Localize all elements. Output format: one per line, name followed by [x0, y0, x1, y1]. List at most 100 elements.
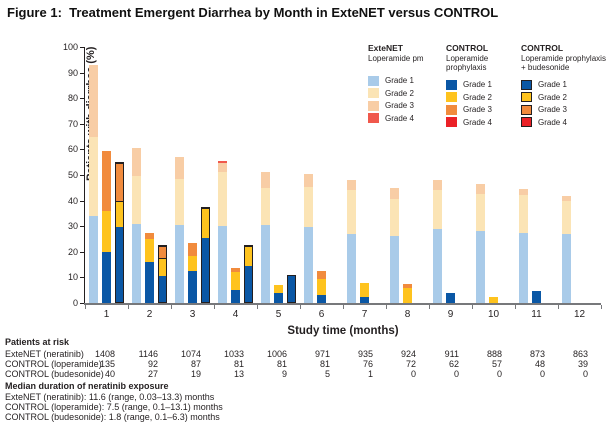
- legend-item-label: Grade 4: [463, 117, 492, 127]
- segment-grade-3: [159, 246, 166, 259]
- at-risk-value: 924: [400, 349, 416, 359]
- segment-grade-2: [562, 200, 571, 234]
- segment-grade-3: [89, 64, 98, 137]
- x-tick-mark: [85, 305, 86, 309]
- y-tick-label: 90: [67, 67, 78, 78]
- legend-series-name: ExteNET: [368, 43, 403, 53]
- legend-item-grade-2: Grade 2: [521, 91, 611, 104]
- bar-extenet-month-4: [218, 160, 227, 303]
- y-tick-mark: [80, 277, 84, 279]
- segment-grade-1: [360, 296, 369, 303]
- legend-item-label: Grade 2: [463, 92, 492, 102]
- segment-grade-2: [433, 190, 442, 229]
- bar-extenet-month-7: [347, 180, 356, 303]
- bar-extenet-month-5: [261, 172, 270, 303]
- x-tick-mark: [128, 305, 129, 309]
- x-tick-label: 3: [189, 309, 196, 320]
- bar-extenet-month-8: [390, 187, 399, 303]
- segment-grade-1: [132, 223, 141, 303]
- x-axis-title: Study time (months): [287, 325, 399, 337]
- segment-grade-1: [89, 215, 98, 303]
- y-tick-label: 30: [67, 221, 78, 232]
- segment-grade-2: [317, 278, 326, 296]
- at-risk-value: 57: [491, 359, 502, 369]
- y-tick-mark: [80, 251, 84, 253]
- segment-grade-3: [188, 242, 197, 256]
- legend-column-2: CONTROL Loperamide prophylaxis Grade 1 Grad…: [446, 43, 516, 129]
- segment-grade-1: [175, 224, 184, 303]
- bar-control-month-11: [532, 291, 541, 303]
- segment-grade-2: [476, 194, 485, 232]
- bar-extenet-month-12: [562, 195, 571, 303]
- legend-item-label: Grade 1: [463, 80, 492, 89]
- bar-extenet-month-11: [519, 189, 528, 303]
- y-tick-mark: [80, 303, 84, 304]
- legend-item-grade-4: Grade 4: [446, 116, 516, 129]
- x-tick-mark: [214, 305, 215, 309]
- legend-item-label: Grade 1: [385, 76, 414, 85]
- legend-series-name: CONTROL: [446, 43, 489, 53]
- at-risk-value: 92: [147, 359, 158, 369]
- segment-grade-3: [317, 271, 326, 279]
- bar-control-budesonide-month-2: [158, 245, 167, 303]
- at-risk-value: 1146: [138, 349, 158, 359]
- segment-grade-1: [231, 290, 240, 303]
- at-risk-value: 873: [529, 349, 545, 359]
- x-axis-line: [84, 303, 601, 305]
- x-tick-label: 1: [103, 309, 110, 320]
- legend-item-grade-3: Grade 3: [521, 104, 611, 117]
- y-tick-mark: [80, 123, 84, 125]
- legend-series-name: CONTROL: [521, 43, 564, 53]
- legend-item-grade-4: Grade 4: [521, 116, 611, 129]
- legend-item-grade-4: Grade 4: [368, 112, 440, 125]
- segment-grade-1: [532, 291, 541, 303]
- segment-grade-3: [519, 189, 528, 196]
- legend-item-label: Grade 4: [385, 113, 414, 123]
- segment-grade-3: [304, 173, 313, 187]
- legend-swatch-icon: [446, 79, 457, 90]
- at-risk-value: 0: [453, 369, 459, 379]
- legend-item-label: Grade 3: [538, 105, 567, 114]
- segment-grade-2: [218, 172, 227, 227]
- y-tick-label: 80: [67, 93, 78, 104]
- segment-grade-1: [202, 237, 209, 302]
- segment-grade-1: [116, 227, 123, 302]
- at-risk-value: 1033: [223, 349, 244, 359]
- x-tick-mark: [300, 305, 301, 309]
- segment-grade-2: [231, 272, 240, 291]
- bar-control-month-1: [102, 150, 111, 303]
- legend-item-label: Grade 2: [385, 88, 414, 98]
- legend-swatch-icon: [368, 75, 379, 86]
- legend-items: Grade 1 Grade 2 Grade 3 Grade 4: [368, 75, 440, 125]
- segment-grade-2: [188, 255, 197, 271]
- legend-swatch-icon: [521, 79, 532, 90]
- y-tick-label: 0: [72, 298, 78, 308]
- x-tick-label: 6: [318, 309, 325, 320]
- x-tick-mark: [558, 305, 559, 309]
- y-tick-label: 40: [67, 195, 78, 206]
- at-risk-value: 62: [448, 359, 459, 369]
- legend-series-subtitle: Loperamide prophylaxis + budesonide: [521, 53, 606, 73]
- legend-item-grade-1: Grade 1: [446, 79, 516, 92]
- at-risk-value: 0: [410, 369, 416, 379]
- segment-grade-3: [102, 150, 111, 211]
- segment-grade-1: [218, 226, 227, 303]
- median-duration-line: ExteNET (neratinib): 11.6 (range, 0.03–1…: [5, 392, 215, 402]
- median-duration-line: CONTROL (budesonide): 1.8 (range, 0.1–6.…: [5, 412, 220, 422]
- x-tick-label: 8: [404, 309, 411, 320]
- segment-grade-3: [562, 195, 571, 201]
- at-risk-value: 0: [539, 369, 545, 379]
- segment-grade-2: [89, 136, 98, 216]
- y-tick-mark: [80, 72, 84, 74]
- segment-grade-3: [175, 157, 184, 179]
- bar-control-month-2: [145, 232, 154, 303]
- legend-swatch-icon: [368, 88, 379, 99]
- segment-grade-1: [446, 292, 455, 303]
- segment-grade-1: [288, 275, 295, 302]
- at-risk-row-label: ExteNET (neratinib): [5, 349, 84, 359]
- at-risk-value: 888: [486, 349, 502, 359]
- segment-grade-2: [202, 208, 209, 238]
- y-tick-mark: [80, 175, 84, 176]
- segment-grade-1: [317, 295, 326, 303]
- segment-grade-2: [261, 187, 270, 225]
